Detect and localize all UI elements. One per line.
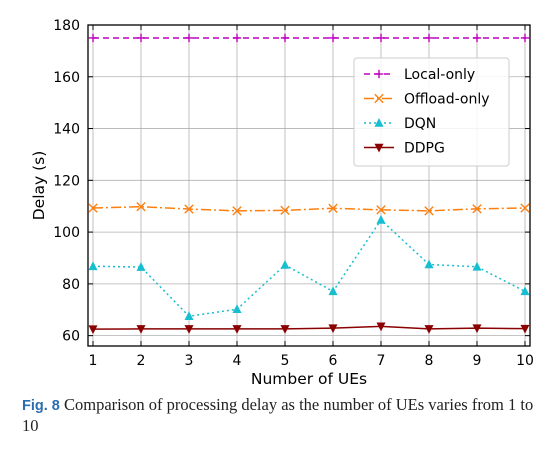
x-tick-label: 10 [516, 353, 534, 369]
x-tick-label: 2 [137, 353, 146, 369]
data-point [88, 33, 98, 43]
data-point [232, 304, 242, 314]
legend-item: Offload-only [364, 92, 490, 108]
data-point [232, 206, 242, 216]
y-tick-label: 60 [62, 329, 80, 345]
series-line [92, 218, 526, 318]
legend-label: Local-only [404, 67, 475, 83]
data-point [280, 33, 290, 43]
legend-label: Offload-only [404, 92, 490, 108]
data-point [328, 324, 338, 334]
x-tick-label: 5 [281, 353, 290, 369]
data-point [520, 203, 530, 213]
caption-text: Comparison of processing delay as the nu… [22, 395, 534, 435]
data-point [328, 286, 338, 296]
series-line [92, 325, 526, 330]
legend-item: DQN [364, 116, 436, 132]
series-offload-only [88, 202, 530, 216]
y-tick-label: 140 [53, 122, 80, 138]
data-point [136, 262, 146, 271]
series-dqn [88, 214, 530, 321]
data-point [472, 261, 482, 271]
data-point [88, 203, 98, 213]
data-point [520, 324, 530, 334]
data-point [376, 322, 386, 332]
x-tick-label: 7 [377, 353, 386, 369]
series-local-only [88, 33, 530, 43]
series-ddpg [88, 322, 530, 335]
legend-marker [374, 118, 384, 127]
data-point [472, 204, 482, 214]
legend: Local-only Offload-only DQN DDPG [353, 57, 510, 167]
data-point [184, 204, 194, 214]
data-point [424, 33, 434, 43]
legend-item: Local-only [364, 67, 475, 83]
data-point [424, 259, 434, 269]
x-tick-label: 6 [329, 353, 338, 369]
legend-box [353, 57, 510, 167]
plot-frame [87, 24, 531, 347]
legend-label: DQN [404, 116, 436, 132]
series-line [92, 205, 526, 212]
x-tick-label: 9 [473, 353, 482, 369]
data-point [424, 325, 434, 334]
x-tick-label: 8 [425, 353, 434, 369]
line-chart: 1 2 3 4 5 6 7 8 9 10 60 80 100 120 140 160 180 Number of … [30, 18, 534, 388]
data-point [184, 33, 194, 43]
figure-label: Fig. 8 [22, 398, 60, 414]
chart: 1 2 3 4 5 6 7 8 9 10 60 80 100 120 140 160 180 Number of … [30, 18, 534, 388]
data-point [376, 214, 386, 224]
legend-item: DDPG [364, 141, 445, 157]
data-point [232, 33, 242, 43]
data-point [232, 325, 242, 334]
legend-marker [374, 69, 384, 79]
y-tick-label: 100 [53, 225, 80, 241]
data-point [376, 33, 386, 43]
y-tick-label: 120 [53, 173, 80, 189]
data-point [376, 205, 386, 215]
data-point [136, 33, 146, 43]
x-axis-label: Number of UEs [251, 370, 367, 388]
data-point [88, 325, 98, 335]
data-point [136, 325, 146, 334]
data-point [136, 202, 146, 212]
figure-caption: Fig. 8 Comparison of processing delay as… [22, 395, 542, 436]
data-point [520, 286, 530, 296]
data-point [280, 205, 290, 216]
legend-marker [374, 143, 384, 153]
legend-marker [374, 93, 384, 104]
x-tick-label: 4 [233, 353, 242, 369]
data-point [472, 33, 482, 43]
x-tick-label: 3 [185, 353, 194, 369]
data-point [88, 261, 98, 271]
data-point [184, 325, 194, 334]
y-tick-label: 160 [53, 70, 80, 86]
data-point [184, 311, 194, 321]
y-axis-label: Delay (s) [30, 151, 48, 221]
data-point [472, 324, 482, 334]
data-point [520, 33, 530, 43]
y-tick-label: 180 [53, 18, 80, 34]
data-point [328, 33, 338, 43]
x-tick-label: 1 [89, 353, 98, 369]
legend-label: DDPG [404, 141, 445, 157]
data-point [424, 206, 434, 216]
data-point [280, 325, 290, 334]
y-tick-label: 80 [62, 277, 80, 293]
data-point [280, 259, 290, 269]
data-point [328, 203, 338, 213]
